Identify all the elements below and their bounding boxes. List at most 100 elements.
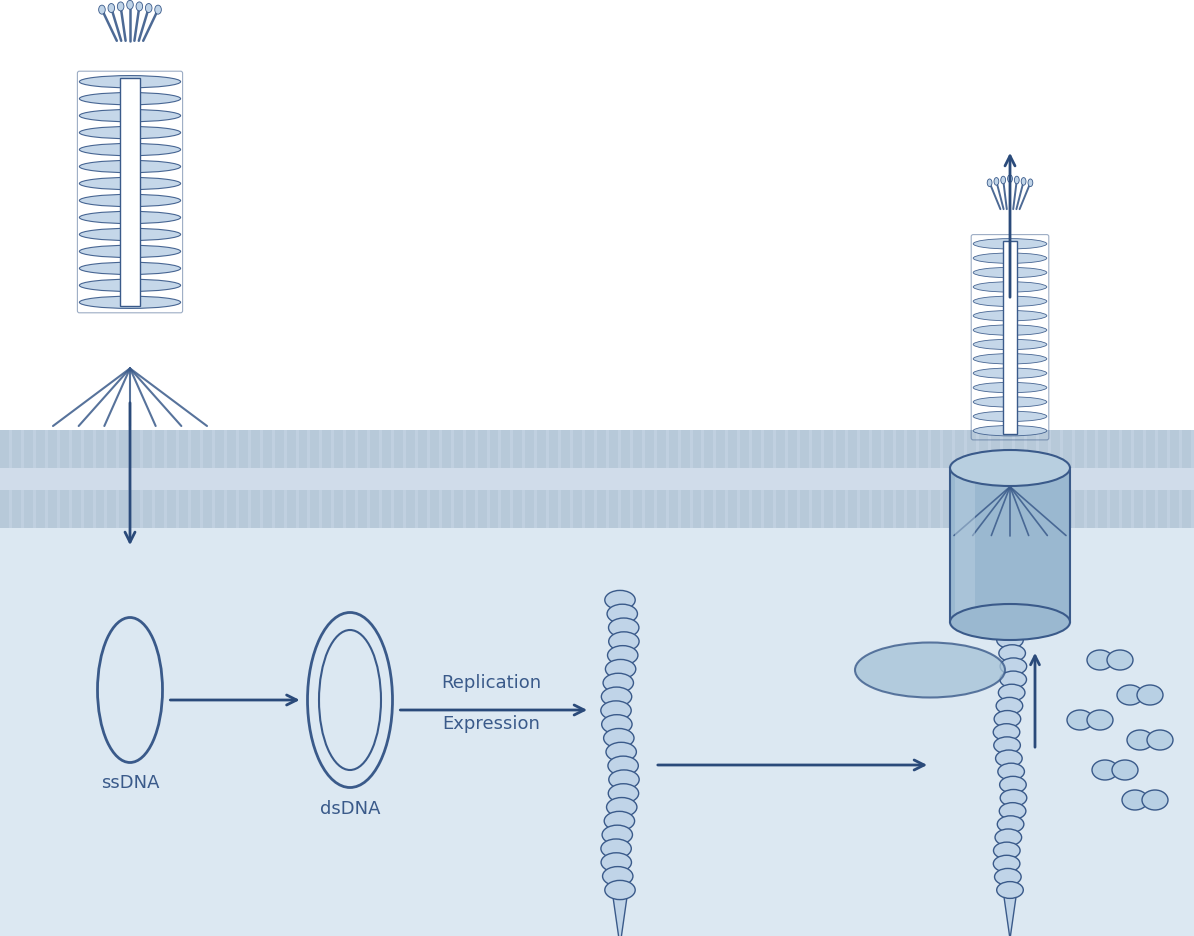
- Ellipse shape: [996, 697, 1023, 714]
- Polygon shape: [1039, 430, 1048, 468]
- Polygon shape: [1182, 430, 1190, 468]
- Polygon shape: [203, 430, 213, 468]
- FancyBboxPatch shape: [0, 430, 1194, 468]
- Polygon shape: [537, 430, 547, 468]
- Polygon shape: [860, 490, 869, 528]
- Polygon shape: [84, 490, 93, 528]
- Polygon shape: [442, 490, 450, 528]
- Polygon shape: [537, 490, 547, 528]
- Polygon shape: [275, 430, 284, 468]
- Ellipse shape: [998, 763, 1024, 780]
- FancyBboxPatch shape: [0, 528, 1194, 936]
- Polygon shape: [1146, 490, 1155, 528]
- Ellipse shape: [993, 856, 1020, 872]
- Polygon shape: [872, 490, 881, 528]
- Polygon shape: [1158, 430, 1168, 468]
- Ellipse shape: [999, 645, 1026, 662]
- Polygon shape: [728, 490, 737, 528]
- Polygon shape: [490, 430, 499, 468]
- Ellipse shape: [117, 2, 124, 11]
- Polygon shape: [131, 490, 141, 528]
- Polygon shape: [203, 490, 213, 528]
- Polygon shape: [991, 430, 1001, 468]
- Polygon shape: [334, 490, 344, 528]
- Polygon shape: [275, 490, 284, 528]
- Polygon shape: [1110, 490, 1119, 528]
- Ellipse shape: [608, 756, 639, 775]
- Polygon shape: [191, 430, 201, 468]
- Ellipse shape: [607, 605, 638, 623]
- Polygon shape: [1170, 490, 1178, 528]
- Polygon shape: [657, 430, 666, 468]
- Polygon shape: [950, 468, 1070, 622]
- Polygon shape: [60, 430, 69, 468]
- Ellipse shape: [1137, 685, 1163, 705]
- Ellipse shape: [601, 853, 632, 872]
- Ellipse shape: [604, 812, 634, 830]
- Polygon shape: [621, 430, 630, 468]
- Ellipse shape: [1118, 685, 1143, 705]
- Polygon shape: [979, 490, 989, 528]
- Polygon shape: [1003, 890, 1017, 936]
- Polygon shape: [824, 430, 833, 468]
- Polygon shape: [896, 430, 905, 468]
- Ellipse shape: [609, 618, 639, 637]
- Polygon shape: [119, 430, 129, 468]
- Ellipse shape: [1127, 730, 1153, 750]
- Ellipse shape: [155, 6, 161, 14]
- Polygon shape: [1015, 490, 1024, 528]
- Polygon shape: [370, 490, 380, 528]
- Polygon shape: [1170, 430, 1178, 468]
- Ellipse shape: [995, 829, 1022, 846]
- Polygon shape: [251, 490, 260, 528]
- Polygon shape: [860, 430, 869, 468]
- Polygon shape: [418, 490, 427, 528]
- Text: Replication: Replication: [442, 674, 541, 692]
- Ellipse shape: [973, 368, 1047, 378]
- Polygon shape: [298, 430, 308, 468]
- Polygon shape: [143, 430, 153, 468]
- Polygon shape: [812, 490, 821, 528]
- Ellipse shape: [973, 311, 1047, 321]
- Polygon shape: [1098, 430, 1108, 468]
- Polygon shape: [716, 430, 726, 468]
- Polygon shape: [800, 490, 810, 528]
- Ellipse shape: [79, 76, 180, 88]
- Ellipse shape: [993, 178, 999, 185]
- Polygon shape: [1134, 430, 1143, 468]
- Ellipse shape: [1001, 176, 1005, 183]
- Ellipse shape: [973, 325, 1047, 335]
- Ellipse shape: [973, 296, 1047, 306]
- Polygon shape: [1051, 490, 1060, 528]
- Polygon shape: [179, 430, 189, 468]
- Polygon shape: [12, 490, 20, 528]
- Ellipse shape: [79, 296, 180, 309]
- Polygon shape: [549, 430, 559, 468]
- Polygon shape: [836, 490, 845, 528]
- Ellipse shape: [602, 715, 632, 734]
- Polygon shape: [263, 430, 272, 468]
- Polygon shape: [48, 430, 57, 468]
- Text: Expression: Expression: [442, 715, 540, 733]
- Ellipse shape: [999, 671, 1027, 688]
- Polygon shape: [406, 490, 416, 528]
- Polygon shape: [1063, 430, 1071, 468]
- Ellipse shape: [79, 228, 180, 241]
- Ellipse shape: [993, 842, 1020, 859]
- Polygon shape: [812, 430, 821, 468]
- Ellipse shape: [855, 642, 1005, 697]
- Polygon shape: [1003, 490, 1013, 528]
- Polygon shape: [478, 430, 487, 468]
- Ellipse shape: [1141, 790, 1168, 810]
- Polygon shape: [298, 490, 308, 528]
- Ellipse shape: [997, 882, 1023, 899]
- Polygon shape: [24, 490, 33, 528]
- Ellipse shape: [1067, 710, 1093, 730]
- Polygon shape: [955, 470, 975, 620]
- Polygon shape: [418, 430, 427, 468]
- Polygon shape: [215, 490, 224, 528]
- Polygon shape: [669, 490, 678, 528]
- Polygon shape: [836, 430, 845, 468]
- Ellipse shape: [602, 687, 632, 707]
- Polygon shape: [800, 430, 810, 468]
